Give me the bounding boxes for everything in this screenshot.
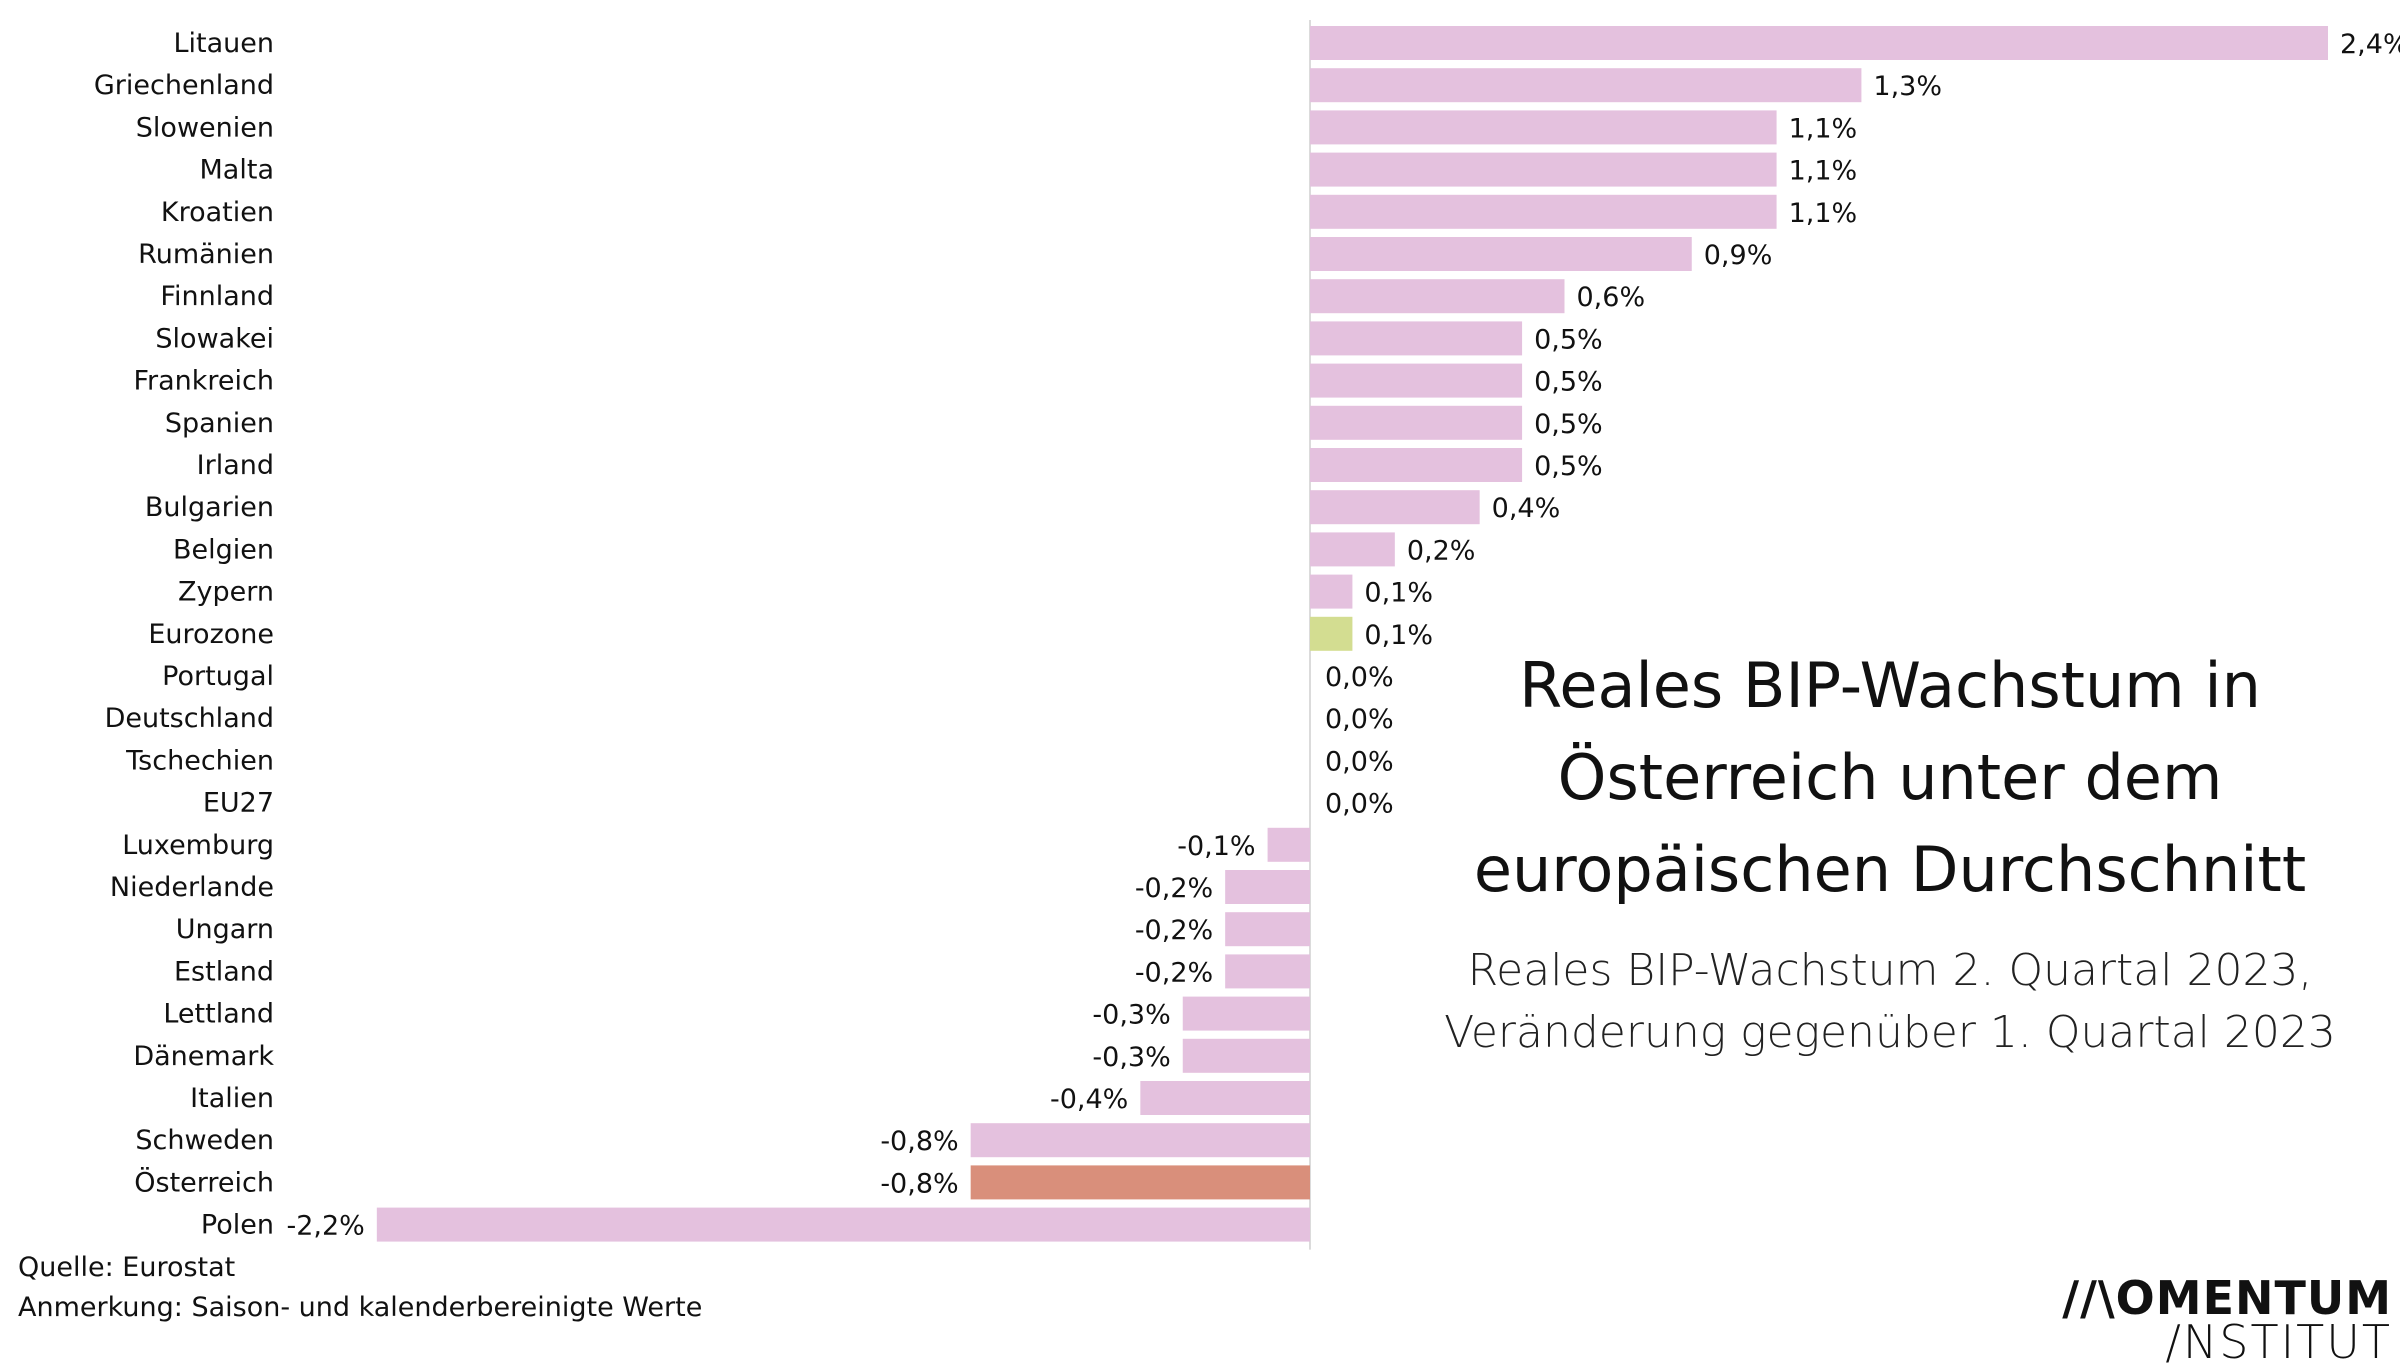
bar-chart: Litauen 2,4% Griechenland 1,3% Slowenien 1,1%… [94,20,2400,1250]
category-label: Polen [201,1210,274,1241]
value-label: 1,3% [1873,71,1942,102]
category-label: Tschechien [125,745,274,776]
category-label: Schweden [135,1125,274,1156]
bar [1310,490,1480,525]
source-note: Quelle: Eurostat [18,1252,236,1283]
value-label: -0,2% [1135,957,1213,988]
category-label: Lettland [163,999,274,1030]
bar [1310,363,1523,398]
value-label: -0,2% [1135,873,1213,904]
category-label: Deutschland [105,703,274,734]
category-label: Eurozone [148,619,274,650]
category-label: Ungarn [176,914,274,945]
category-label: Luxemburg [122,830,274,861]
value-label: 1,1% [1789,156,1858,187]
bar [1310,616,1353,651]
value-label: -0,2% [1135,915,1213,946]
logo-line-2: /NSTITUT [2165,1315,2392,1369]
category-label: Griechenland [94,70,274,101]
bar [1310,574,1353,609]
chart-title-block: Reales BIP-Wachstum in Österreich unter … [1390,640,2390,1064]
value-label: -0,4% [1050,1084,1128,1115]
bar [1225,912,1310,947]
category-label: Litauen [173,28,274,59]
bar [1310,26,2328,60]
bar [970,1123,1310,1158]
category-label: Belgien [173,534,274,565]
momentum-institut-logo: //\OMENTUM /NSTITUT [2062,1271,2392,1369]
value-label: 0,1% [1364,578,1433,609]
value-label: 2,4% [2340,29,2400,60]
chart-subtitle: Reales BIP-Wachstum 2. Quartal 2023, Ver… [1444,945,2336,1058]
bar [376,1207,1310,1242]
logo-line-1: //\OMENTUM [2062,1271,2392,1325]
category-label: Slowenien [136,112,274,143]
category-label: Rumänien [138,239,274,270]
category-label: Zypern [178,577,274,608]
chart-title: Reales BIP-Wachstum in Österreich unter … [1473,649,2307,906]
category-label: Niederlande [110,872,274,903]
value-label: 0,2% [1407,535,1476,566]
bar [1182,996,1310,1031]
category-label: Spanien [165,408,274,439]
bar [970,1165,1310,1200]
category-label: Portugal [162,661,274,692]
bar [1225,954,1310,989]
value-label: 0,0% [1325,746,1394,777]
category-label: Italien [190,1083,274,1114]
bar [1310,237,1692,271]
category-label: Estland [174,956,274,987]
category-label: EU27 [203,788,274,819]
value-label: 0,4% [1492,493,1561,524]
category-label: Österreich [134,1166,274,1198]
bar [1225,870,1310,904]
bar [1267,827,1310,862]
bar [1310,152,1777,187]
bar [1310,405,1523,440]
value-label: 0,5% [1534,451,1603,482]
value-label: 1,1% [1789,113,1858,144]
bar [1310,321,1523,356]
value-label: -0,8% [880,1168,958,1199]
value-label: 0,1% [1364,620,1433,651]
bar [1140,1081,1310,1115]
value-label: -0,3% [1092,1000,1170,1031]
value-label: 0,6% [1577,282,1646,313]
category-label: Slowakei [155,323,274,354]
value-label: -0,8% [880,1126,958,1157]
value-label: -0,3% [1092,1042,1170,1073]
value-label: 0,5% [1534,367,1603,398]
bar [1310,532,1395,567]
annotation-note: Anmerkung: Saison- und kalenderbereinigt… [18,1292,703,1323]
value-label: -2,2% [286,1211,364,1242]
value-label: 0,9% [1704,240,1773,271]
bar [1310,68,1862,103]
value-label: 0,5% [1534,409,1603,440]
value-label: 0,0% [1325,704,1394,735]
value-label: 1,1% [1789,198,1858,229]
category-label: Bulgarien [145,492,274,523]
category-label: Malta [200,155,274,186]
value-label: 0,0% [1325,789,1394,820]
value-label: -0,1% [1177,831,1255,862]
bar [1310,194,1777,229]
value-label: 0,5% [1534,324,1603,355]
value-label: 0,0% [1325,662,1394,693]
bar [1182,1038,1310,1073]
footer: Quelle: Eurostat Anmerkung: Saison- und … [18,1248,702,1328]
bar [1310,448,1523,482]
category-label: Kroatien [161,197,274,228]
category-label: Finnland [160,281,274,312]
bar [1310,279,1565,314]
bar [1310,110,1777,145]
category-label: Frankreich [133,366,274,397]
category-label: Irland [197,450,274,481]
category-label: Dänemark [133,1041,274,1072]
